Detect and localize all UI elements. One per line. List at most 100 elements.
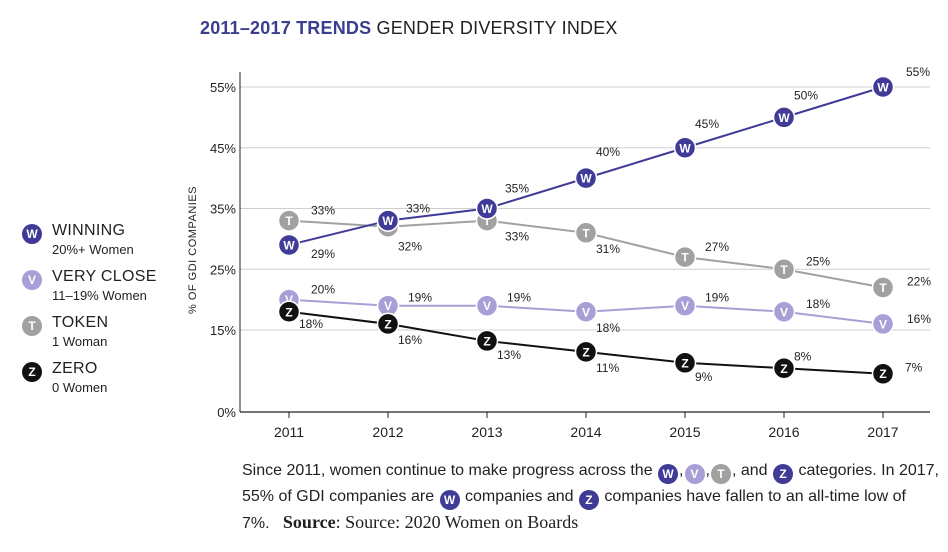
data-label-very-close: 16% <box>907 312 931 326</box>
data-point-zero <box>574 340 598 364</box>
y-axis-title: % OF GDI COMPANIES <box>187 186 199 314</box>
legend-sub-zero: 0 Women <box>52 380 108 395</box>
source-label: Source <box>282 512 336 532</box>
chart-title: 2011–2017 TRENDS GENDER DIVERSITY INDEX <box>200 18 618 39</box>
legend-name-token: TOKEN <box>52 314 109 331</box>
caption-badge-z2: Z <box>578 490 599 510</box>
data-label-zero: 7% <box>905 361 923 375</box>
data-point-token <box>673 245 697 269</box>
legend-sub-winning: 20%+ Women <box>52 242 134 257</box>
data-label-token: 33% <box>505 230 529 244</box>
data-point-badge-winning: W <box>877 81 889 95</box>
data-label-very-close: 19% <box>507 291 531 305</box>
y-tick-label: 45% <box>210 141 236 156</box>
caption-badge-w2: W <box>439 490 460 510</box>
x-tick-label: 2014 <box>570 424 601 440</box>
x-tick-label: 2011 <box>274 424 304 440</box>
caption-sep1: , <box>679 462 684 479</box>
data-point-badge-token: T <box>285 214 293 228</box>
source-text: : Source: 2020 Women on Boards <box>335 512 579 532</box>
data-label-very-close: 19% <box>705 291 729 305</box>
legend-name-zero: ZERO <box>52 360 98 377</box>
data-point-token <box>871 276 895 299</box>
data-point-zero <box>475 329 499 353</box>
data-point-zero <box>772 357 796 380</box>
data-point-badge-winning: W <box>481 202 493 216</box>
data-point-badge-zero: Z <box>483 334 490 348</box>
grid-layer <box>240 86 930 331</box>
data-point-badge-zero: Z <box>879 367 886 381</box>
legend-badge-very-close: V <box>22 270 42 290</box>
data-point-badge-winning: W <box>283 238 295 252</box>
data-label-zero: 13% <box>497 348 521 362</box>
data-point-zero <box>673 351 697 375</box>
data-point-zero <box>871 362 895 385</box>
data-point-token <box>277 209 301 232</box>
data-point-very-close <box>772 300 796 324</box>
legend-name-winning: WINNING <box>52 222 126 239</box>
data-point-winning <box>871 75 895 99</box>
data-point-badge-very-close: V <box>582 305 590 319</box>
data-point-badge-token: T <box>483 214 491 228</box>
y-tick-label: 0% <box>217 405 236 420</box>
data-label-winning: 55% <box>906 65 930 79</box>
data-point-badge-very-close: V <box>879 317 887 331</box>
legend-badge-winning: W <box>22 224 42 244</box>
data-label-token: 27% <box>705 240 729 254</box>
data-point-winning <box>574 166 598 190</box>
caption-line1: Since 2011, women continue to make progr… <box>242 462 653 479</box>
data-point-badge-very-close: V <box>483 299 491 313</box>
legend-sub-token: 1 Woman <box>52 334 108 349</box>
data-point-winning <box>772 106 796 129</box>
data-point-token <box>574 221 598 245</box>
chart-title-bold: 2011–2017 TRENDS <box>200 18 372 38</box>
data-label-very-close: 18% <box>596 321 620 335</box>
data-label-zero: 18% <box>299 317 323 331</box>
caption-mid: companies and <box>465 488 574 505</box>
data-point-badge-winning: W <box>382 214 394 228</box>
y-tick-label: 25% <box>210 262 236 277</box>
data-label-very-close: 20% <box>311 283 335 297</box>
data-point-badge-very-close: V <box>285 293 293 307</box>
data-label-winning: 35% <box>505 182 529 196</box>
data-point-badge-very-close: V <box>780 305 788 319</box>
data-point-badge-zero: Z <box>384 317 391 331</box>
data-point-badge-winning: W <box>679 141 691 155</box>
caption: Since 2011, women continue to make progr… <box>242 458 942 536</box>
data-point-badge-zero: Z <box>780 362 787 376</box>
data-point-very-close <box>475 294 499 317</box>
data-point-badge-zero: Z <box>582 345 589 359</box>
data-point-token <box>772 258 796 281</box>
legend-badge-zero: Z <box>22 362 42 382</box>
chart-title-rest: GENDER DIVERSITY INDEX <box>371 18 618 38</box>
data-point-badge-very-close: V <box>384 299 392 313</box>
data-label-token: 25% <box>806 254 830 268</box>
data-point-badge-token: T <box>879 281 887 295</box>
y-tick-label: 35% <box>210 202 236 217</box>
data-point-winning <box>475 197 499 220</box>
caption-badge-w1: W <box>658 464 679 484</box>
data-point-zero <box>376 312 400 336</box>
legend-badge-token: T <box>22 316 42 336</box>
caption-badge-z1: Z <box>773 464 793 484</box>
axis-layer: 0% 15% 25% 35% 45% 55% % OF GDI COMPANIES 2011 2… <box>187 72 930 440</box>
data-point-badge-token: T <box>681 251 689 265</box>
y-tick-label: 15% <box>210 323 236 338</box>
caption-badge-t: T <box>710 464 731 484</box>
caption-line2: categories. In 2017, 55% of GDI companie… <box>242 462 939 505</box>
data-label-token: 22% <box>907 274 931 288</box>
legend-sub-very-close: 11–19% Women <box>52 288 147 303</box>
caption-and: , and <box>731 462 768 479</box>
data-label-token: 32% <box>398 240 422 254</box>
data-point-winning <box>376 209 400 232</box>
data-label-winning: 29% <box>311 247 335 261</box>
data-label-token: 33% <box>311 204 335 218</box>
data-label-token: 31% <box>596 242 620 256</box>
data-point-winning <box>277 233 301 257</box>
data-label-zero: 11% <box>596 361 619 375</box>
data-label-winning: 45% <box>695 117 719 131</box>
data-point-very-close <box>574 300 598 324</box>
caption-badge-v: V <box>684 464 705 484</box>
data-point-badge-zero: Z <box>681 356 688 370</box>
